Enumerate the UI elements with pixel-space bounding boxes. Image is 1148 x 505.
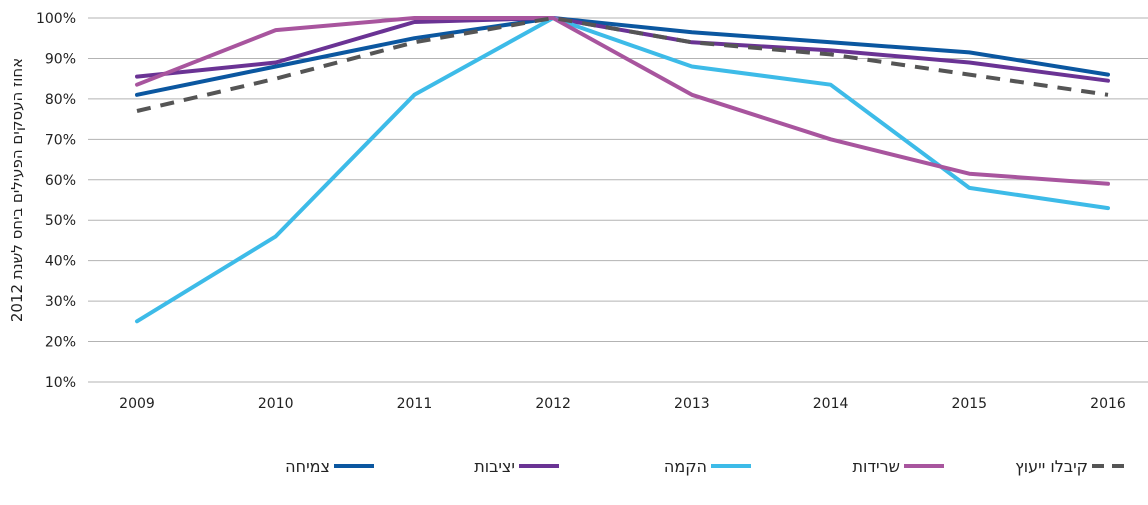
y-tick-label: 50% <box>45 213 76 229</box>
grid-lines <box>88 17 1148 383</box>
y-tick-label: 30% <box>45 294 76 310</box>
y-tick-label: 90% <box>45 51 76 67</box>
y-tick-label: 70% <box>45 132 76 148</box>
x-axis-ticks: 2009 2010 2011 2012 2013 2014 2015 2016 <box>119 396 1126 412</box>
y-tick-label: 20% <box>45 335 76 351</box>
x-tick-label: 2013 <box>674 396 710 412</box>
x-tick-label: 2010 <box>258 396 294 412</box>
legend-label: יציבות <box>474 457 515 476</box>
y-axis-ticks: 10% 20% 30% 40% 50% 60% 70% 80% 90% 100% <box>36 11 76 391</box>
series-line <box>135 16 1110 83</box>
y-tick-label: 100% <box>36 11 76 27</box>
x-tick-label: 2016 <box>1090 396 1126 412</box>
y-tick-label: 60% <box>45 173 76 189</box>
legend-label: הקמה <box>664 457 707 476</box>
series-line <box>135 16 1110 324</box>
legend-label: שרידות <box>852 457 900 476</box>
x-tick-label: 2009 <box>119 396 155 412</box>
x-tick-label: 2015 <box>951 396 987 412</box>
series-line <box>135 16 1110 97</box>
y-tick-label: 40% <box>45 254 76 270</box>
series-line <box>135 16 1110 186</box>
y-tick-label: 80% <box>45 92 76 108</box>
legend: צמיחה יציבות הקמה שרידות קיבלו ייעוץ <box>285 457 1132 476</box>
series-line <box>136 16 1109 113</box>
x-tick-label: 2011 <box>397 396 433 412</box>
x-tick-label: 2012 <box>535 396 571 412</box>
legend-label: צמיחה <box>285 457 330 476</box>
y-axis-label: אחוז העסקים הפעילים ביחס לשנת 2012 <box>8 58 26 322</box>
legend-label: קיבלו ייעוץ <box>1015 457 1088 476</box>
series-lines <box>135 16 1110 324</box>
x-tick-label: 2014 <box>813 396 849 412</box>
y-tick-label: 10% <box>45 375 76 391</box>
